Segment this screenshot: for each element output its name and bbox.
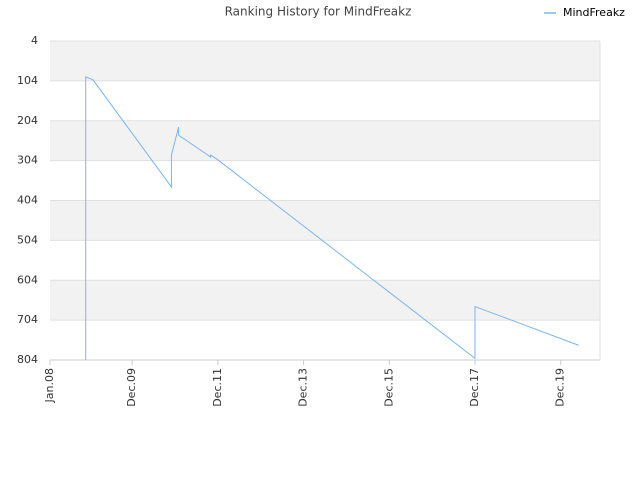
y-tick-label: 104 [17, 74, 38, 87]
x-tick-label: Dec.11 [211, 368, 224, 407]
y-tick-label: 804 [17, 353, 38, 366]
grid-band [50, 160, 600, 201]
chart-title: Ranking History for MindFreakz [225, 5, 412, 19]
grid-band [50, 320, 600, 360]
y-tick-label: 4 [31, 34, 38, 47]
grid-band [50, 240, 600, 281]
grid-band [50, 280, 600, 321]
grid-band [50, 200, 600, 241]
x-tick-label: Dec.13 [297, 368, 310, 407]
y-tick-label: 304 [17, 154, 38, 167]
x-tick-label: Dec.15 [382, 368, 395, 407]
x-tick-label: Dec.09 [125, 368, 138, 407]
y-tick-label: 704 [17, 313, 38, 326]
y-tick-label: 404 [17, 194, 38, 207]
legend-label: MindFreakz [563, 6, 625, 19]
y-tick-label: 504 [17, 233, 38, 246]
grid-band [50, 41, 600, 81]
series-line [85, 76, 579, 360]
x-tick-label: Dec.17 [468, 368, 481, 407]
y-tick-label: 604 [17, 273, 38, 286]
x-tick-label: Jan.08 [43, 368, 56, 403]
y-tick-label: 204 [17, 114, 38, 127]
x-tick-label: Dec.19 [554, 368, 567, 407]
grid-band [50, 80, 600, 121]
grid-band [50, 120, 600, 161]
